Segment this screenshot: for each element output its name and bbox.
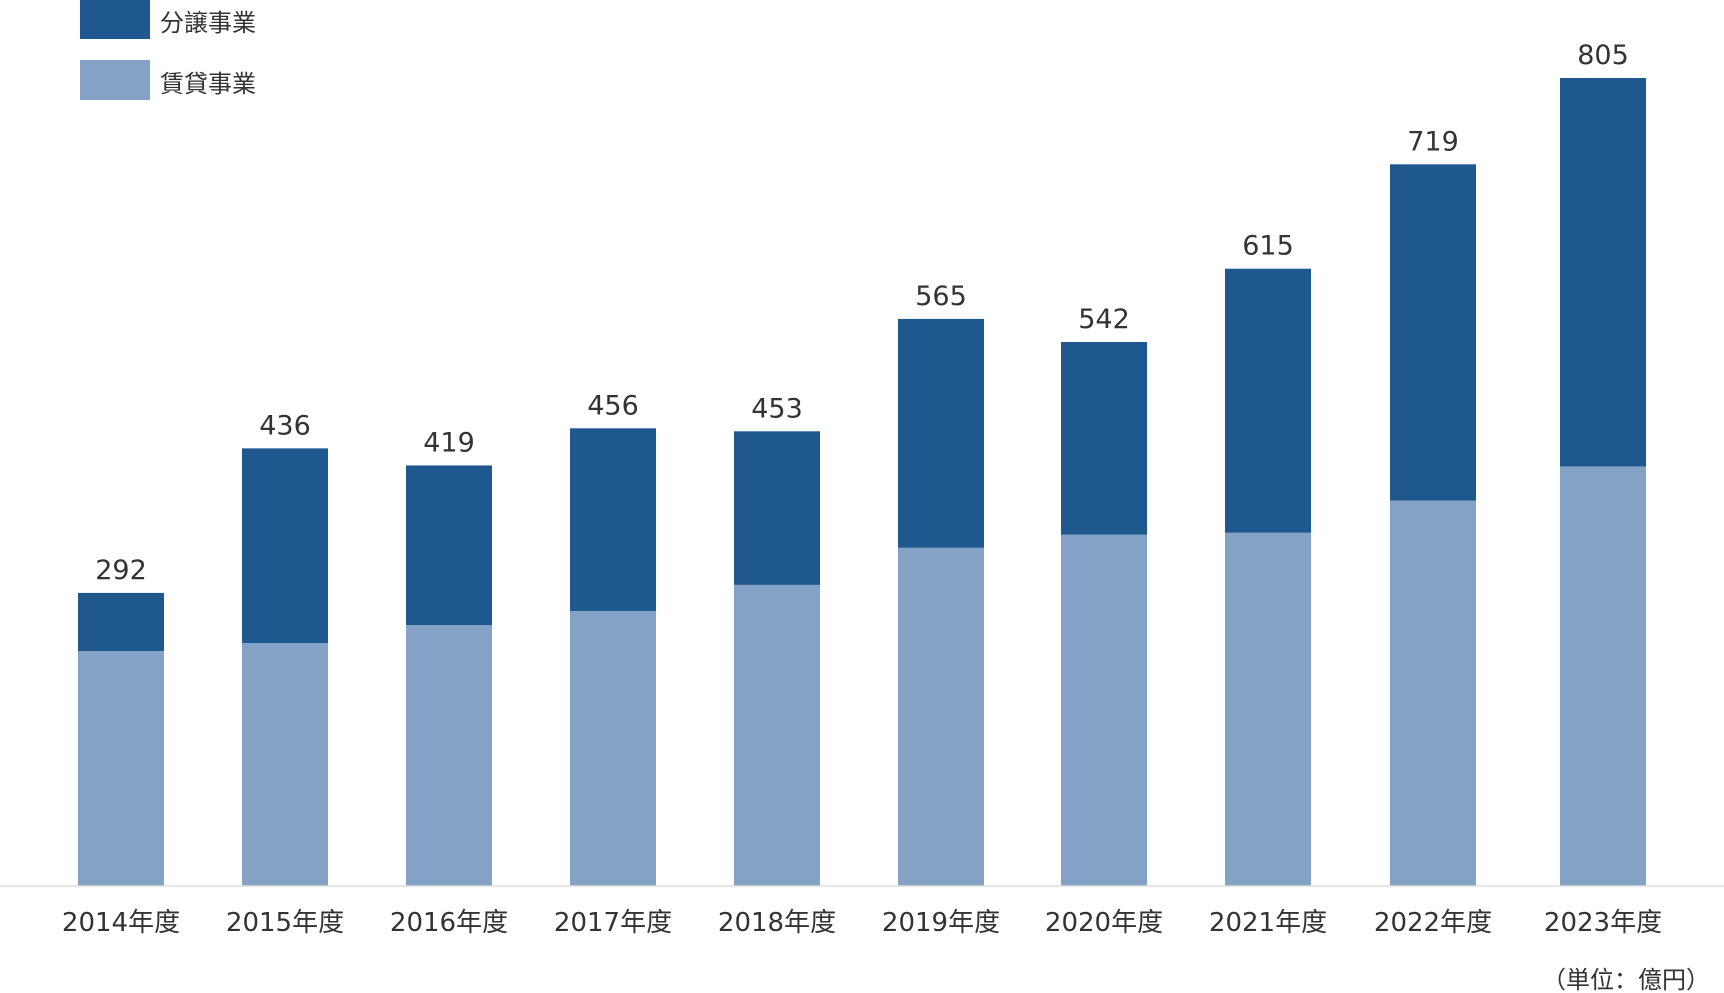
bars-group: [78, 78, 1646, 886]
x-tick-2017年度: 2017年度: [554, 908, 672, 938]
bar-chintai-2023年度: [1560, 466, 1646, 886]
x-tick-2021年度: 2021年度: [1209, 908, 1327, 938]
x-tick-2015年度: 2015年度: [226, 908, 344, 938]
total-label-2018年度: 453: [751, 393, 803, 424]
total-label-2019年度: 565: [915, 281, 967, 312]
bar-chintai-2018年度: [734, 584, 820, 886]
value-labels-group: 292 436 419 456 453 565 542 615 719 805: [95, 40, 1629, 586]
total-label-2022年度: 719: [1407, 126, 1459, 157]
bar-bunjo-2018年度: [734, 431, 820, 585]
total-label-2017年度: 456: [587, 390, 639, 421]
bar-bunjo-2014年度: [78, 592, 164, 652]
legend-label-bunjo: 分譲事業: [160, 9, 256, 37]
x-tick-2018年度: 2018年度: [718, 908, 836, 938]
bar-chintai-2020年度: [1061, 534, 1147, 886]
legend-label-chintai: 賃貸事業: [160, 70, 256, 98]
bar-chintai-2015年度: [242, 643, 328, 886]
total-label-2021年度: 615: [1242, 231, 1294, 262]
x-tick-2023年度: 2023年度: [1544, 908, 1662, 938]
bar-chintai-2014年度: [78, 651, 164, 886]
x-tick-2014年度: 2014年度: [62, 908, 180, 938]
total-label-2023年度: 805: [1577, 40, 1629, 71]
bar-chintai-2016年度: [406, 625, 492, 886]
total-label-2014年度: 292: [95, 555, 147, 586]
bar-bunjo-2023年度: [1560, 78, 1646, 467]
bar-chintai-2017年度: [570, 610, 656, 886]
legend-swatch-bunjo: [80, 0, 150, 39]
bar-bunjo-2019年度: [898, 318, 984, 548]
bar-bunjo-2021年度: [1225, 268, 1311, 533]
bar-bunjo-2015年度: [242, 448, 328, 644]
bar-chintai-2021年度: [1225, 532, 1311, 886]
bar-bunjo-2022年度: [1390, 164, 1476, 501]
unit-label: （単位：億円）: [1542, 966, 1710, 993]
bar-bunjo-2016年度: [406, 465, 492, 626]
legend-swatch-chintai: [80, 60, 150, 100]
bar-chintai-2022年度: [1390, 500, 1476, 886]
bar-chintai-2019年度: [898, 547, 984, 886]
x-tick-2019年度: 2019年度: [882, 908, 1000, 938]
total-label-2020年度: 542: [1078, 304, 1130, 335]
x-axis-tick-labels: 2014年度 2015年度 2016年度 2017年度 2018年度 2019年度 2020…: [62, 908, 1662, 938]
bar-bunjo-2020年度: [1061, 341, 1147, 535]
legend: 分譲事業 賃貸事業: [80, 0, 256, 100]
x-tick-2022年度: 2022年度: [1374, 908, 1492, 938]
total-label-2015年度: 436: [259, 410, 311, 441]
x-tick-2016年度: 2016年度: [390, 908, 508, 938]
bar-bunjo-2017年度: [570, 428, 656, 611]
x-tick-2020年度: 2020年度: [1045, 908, 1163, 938]
total-label-2016年度: 419: [423, 427, 475, 458]
